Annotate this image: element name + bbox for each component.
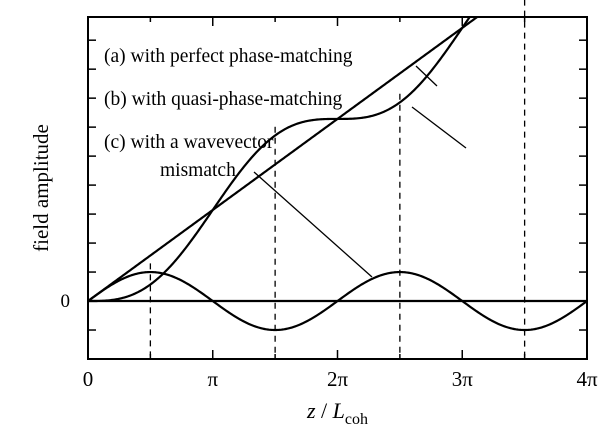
annotation-leader-line: [415, 65, 438, 87]
series-line-b: [88, 17, 472, 303]
y-tick-label: 0: [61, 291, 71, 312]
x-tick-label: 0: [83, 367, 94, 391]
annotation-label: (c) with a wavevector: [104, 132, 274, 153]
annotation-label: mismatch: [160, 160, 236, 181]
plot-frame-layer: [87, 16, 588, 360]
axis-labels-layer: 0 π 2π 3π 4π 0 z / Lcoh field amplitude: [29, 124, 598, 426]
axis-ticks-layer: [87, 17, 588, 359]
x-tick-label: 3π: [452, 367, 474, 391]
annotation-label: (a) with perfect phase-matching: [104, 46, 353, 67]
y-axis-label: field amplitude: [29, 124, 53, 252]
annotation-leader-line: [411, 106, 467, 149]
series-line-c: [88, 270, 587, 332]
x-tick-label: 4π: [576, 367, 598, 391]
x-axis-label: z / Lcoh: [306, 398, 368, 426]
plot-frame: [87, 16, 588, 360]
annotation-label: (b) with quasi-phase-matching: [104, 89, 343, 110]
annotations-layer: (a) with perfect phase-matching (b) with …: [104, 46, 467, 278]
x-tick-label: 2π: [327, 367, 349, 391]
chart-marks-layer: [88, 0, 587, 356]
annotation-leader-line: [253, 171, 373, 278]
x-tick-label: π: [207, 367, 218, 391]
